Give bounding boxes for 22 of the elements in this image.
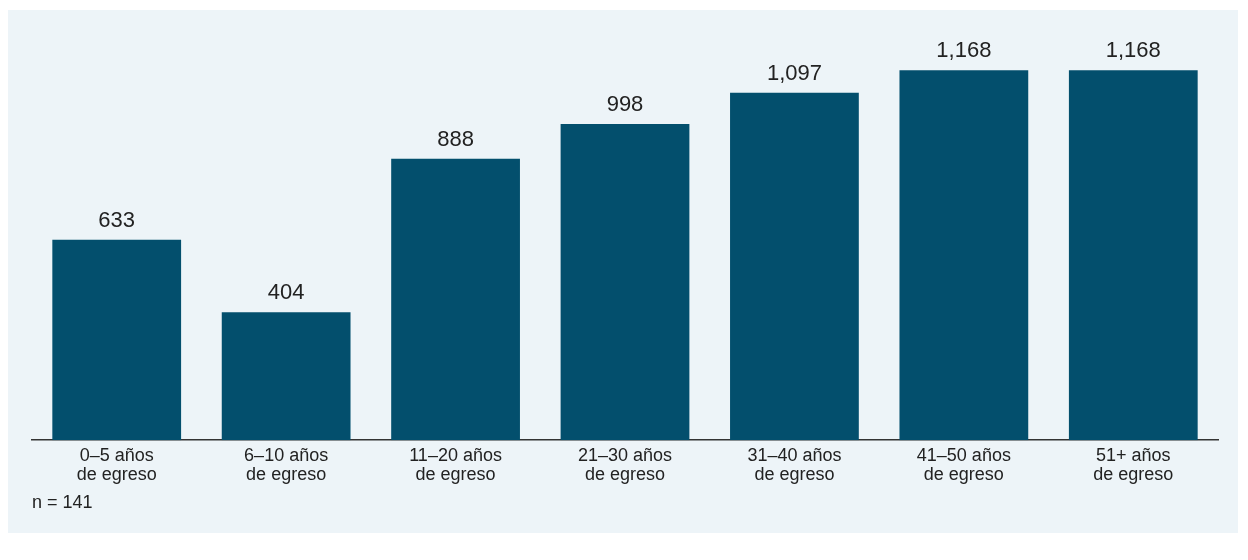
- x-tick-label: 41–50 años de egreso: [916, 444, 1011, 484]
- data-label: 998: [606, 91, 644, 117]
- data-label: 1,168: [1105, 37, 1161, 63]
- x-tick-label: 31–40 años de egreso: [747, 444, 842, 484]
- x-tick-label: 11–20 años de egreso: [409, 444, 502, 484]
- bar: [221, 312, 351, 441]
- data-label: 633: [98, 206, 136, 232]
- bar: [1068, 70, 1198, 441]
- bar: [52, 239, 182, 441]
- bar: [730, 92, 859, 441]
- data-label: 404: [267, 279, 305, 305]
- bar: [899, 70, 1029, 441]
- data-label: 1,168: [936, 37, 992, 63]
- x-tick-label: 21–30 años de egreso: [577, 444, 673, 484]
- text: n = 141: [32, 492, 94, 513]
- x-tick-label: 6–10 años de egreso: [244, 444, 329, 484]
- data-label: 1,097: [766, 59, 822, 85]
- x-tick-label: 0–5 años de egreso: [76, 444, 157, 484]
- x-tick-label: 51+ años de egreso: [1093, 444, 1174, 484]
- bar: [391, 158, 520, 441]
- data-label: 888: [437, 125, 474, 151]
- bar: [560, 124, 690, 441]
